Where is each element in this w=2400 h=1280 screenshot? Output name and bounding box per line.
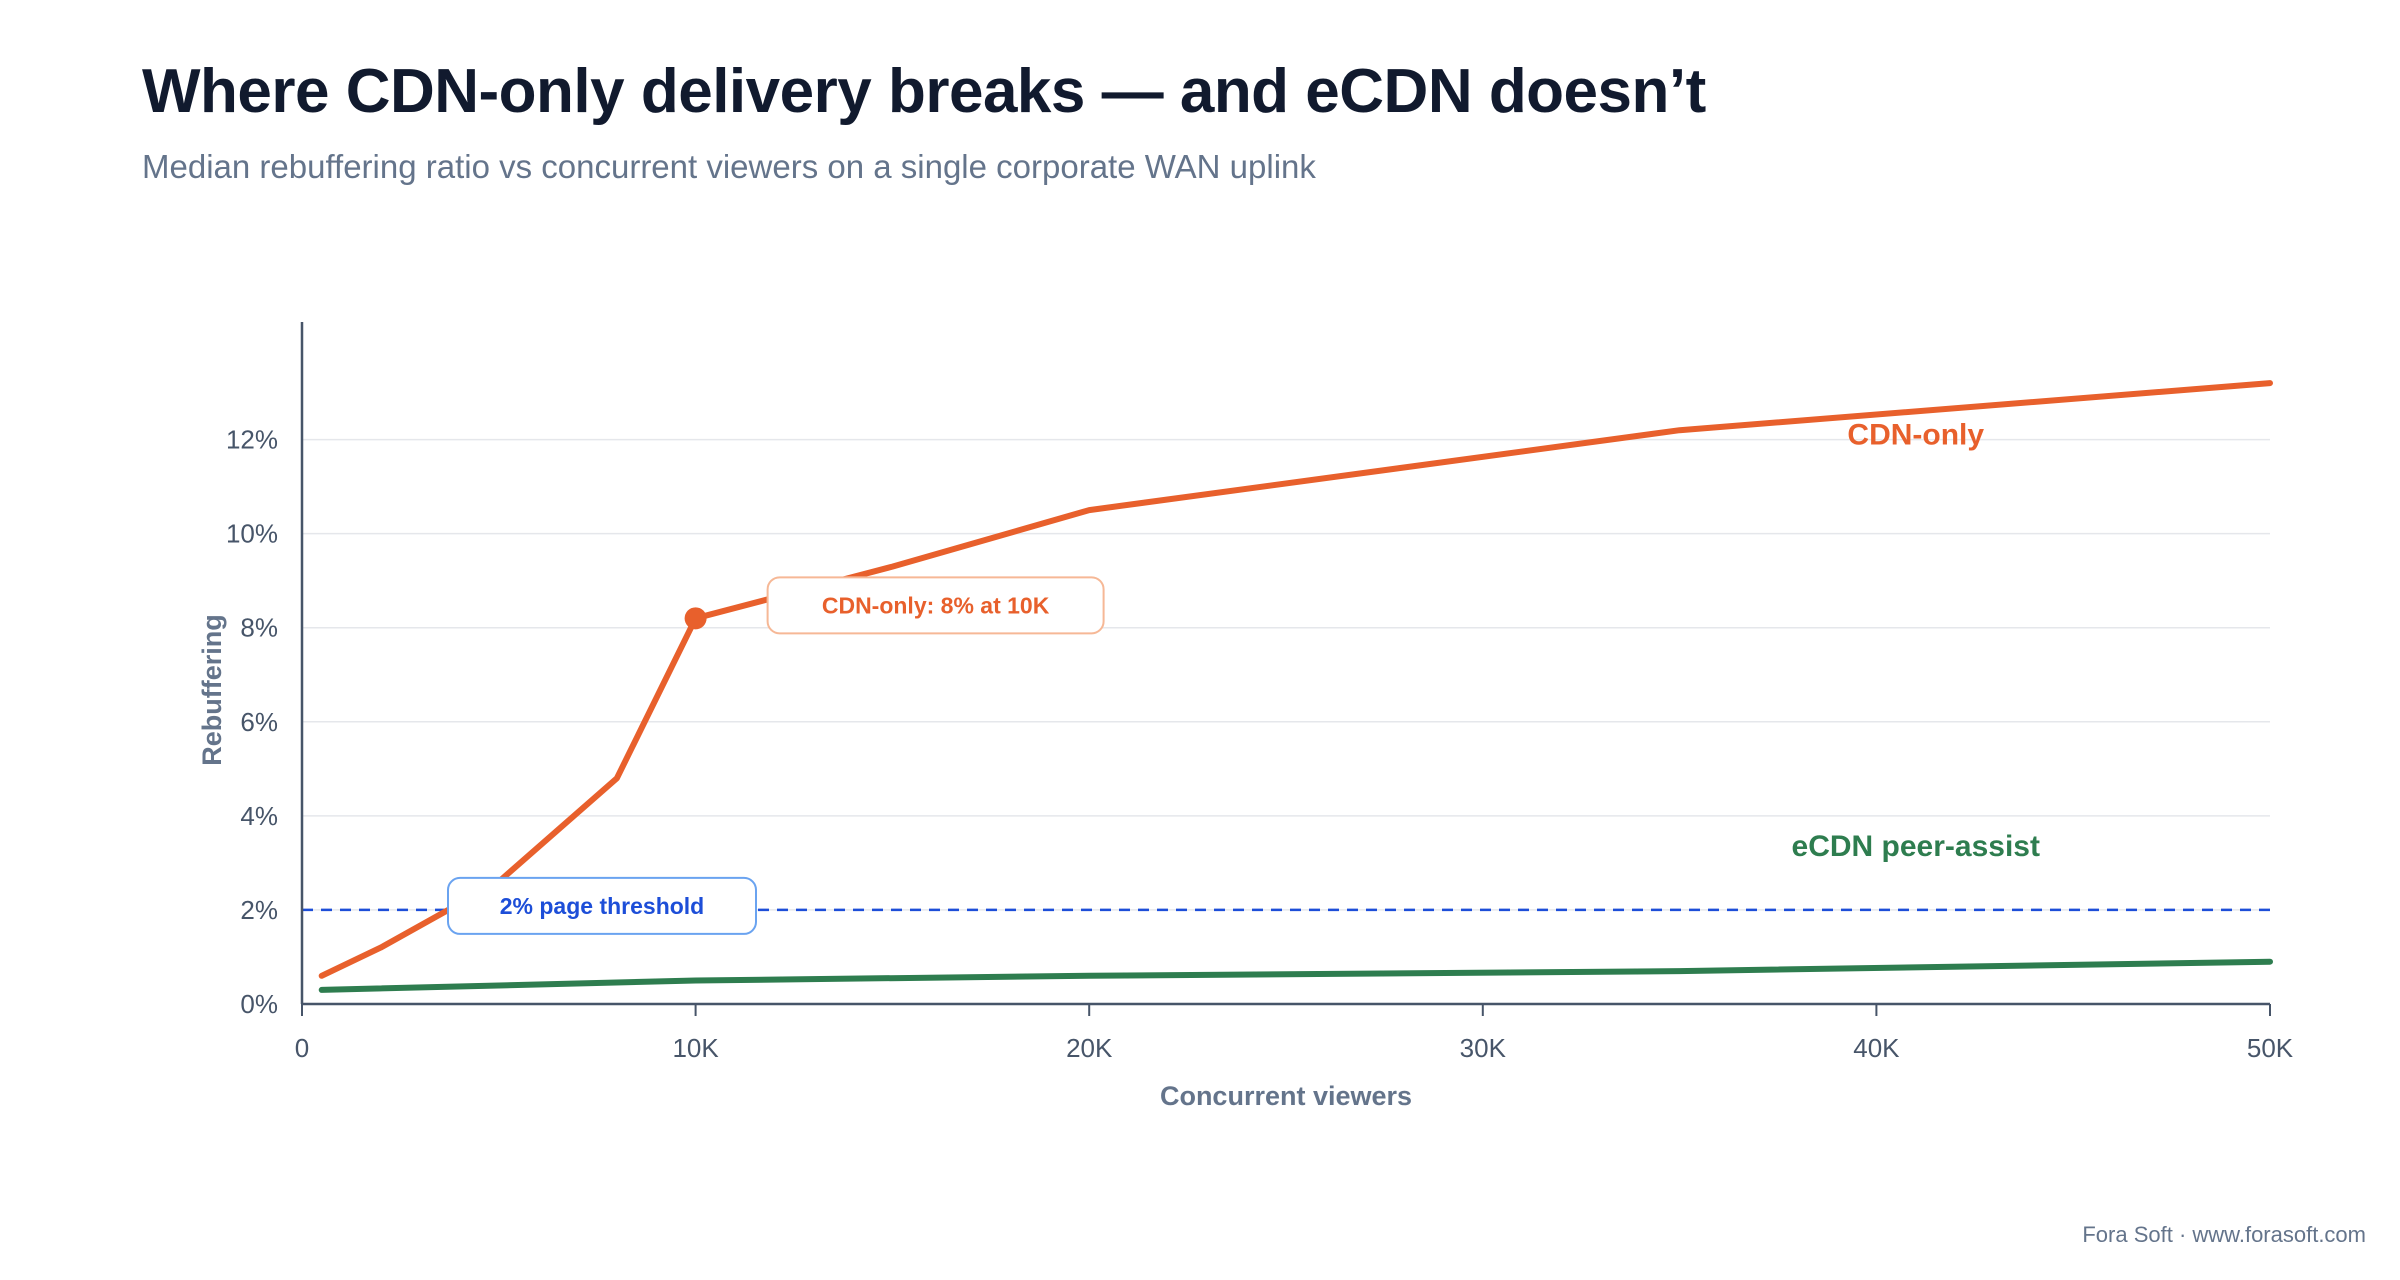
x-tick-label: 20K bbox=[1066, 1033, 1113, 1063]
y-tick-label: 0% bbox=[240, 989, 278, 1019]
ecdn-peer-assist-line bbox=[318, 958, 2273, 993]
chart-subtitle: Median rebuffering ratio vs concurrent v… bbox=[142, 148, 1316, 185]
x-tick-label: 30K bbox=[1460, 1033, 1507, 1063]
annotation-point bbox=[684, 607, 707, 630]
y-tick-label: 10% bbox=[226, 519, 278, 549]
x-tick-label: 0 bbox=[295, 1033, 309, 1063]
y-tick-label: 12% bbox=[226, 425, 278, 455]
axes: 0% 2% 4% 6% 8% 10% 12% 0 10K 20K 30K 40K 50K bbox=[226, 322, 2294, 1063]
cdn-only-series-label: CDN-only bbox=[1847, 418, 1984, 451]
y-tick-label: 2% bbox=[240, 895, 278, 925]
annotation-callout-box bbox=[766, 576, 1105, 635]
labels-group: CDN-only: 8% at 10K 2% page threshold CDN-… bbox=[447, 418, 2040, 935]
series-group bbox=[318, 380, 2273, 993]
y-axis-title: Rebuffering bbox=[197, 614, 227, 766]
x-axis-title: Concurrent viewers bbox=[1160, 1081, 1412, 1111]
x-tick-label: 10K bbox=[672, 1033, 719, 1063]
y-tick-label: 8% bbox=[240, 613, 278, 643]
chart-title: Where CDN-only delivery breaks — and eCD… bbox=[142, 57, 1706, 126]
x-tick-label: 50K bbox=[2247, 1033, 2294, 1063]
y-tick-label: 4% bbox=[240, 801, 278, 831]
threshold-callout-text: 2% page threshold bbox=[500, 893, 704, 919]
y-tick-label: 6% bbox=[240, 707, 278, 737]
x-tick-label: 40K bbox=[1853, 1033, 1900, 1063]
threshold-callout-box bbox=[447, 876, 757, 935]
ecdn-series-label: eCDN peer-assist bbox=[1792, 830, 2040, 863]
annotation-callout-text: CDN-only: 8% at 10K bbox=[822, 592, 1050, 618]
footer-credit: Fora Soft · www.forasoft.com bbox=[2082, 1222, 2366, 1247]
